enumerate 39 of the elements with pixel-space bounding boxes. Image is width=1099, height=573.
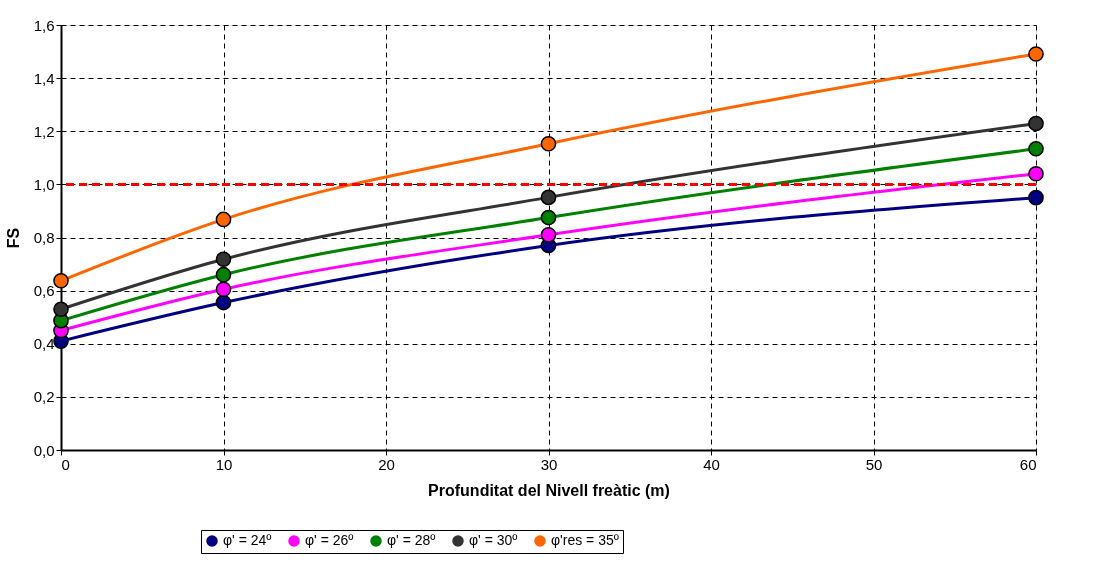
- legend-label: φ'res = 35º: [551, 532, 619, 548]
- x-tick-label: 50: [865, 455, 883, 473]
- legend-label: φ' = 26º: [305, 532, 354, 548]
- y-tick-label: 1,2: [33, 122, 55, 140]
- y-tick-label: 0,6: [33, 282, 55, 300]
- x-tick-label: 0: [61, 455, 70, 473]
- point: [540, 209, 557, 226]
- point: [215, 211, 232, 228]
- y-tick-label: 1,6: [33, 16, 55, 34]
- y-tick-label: 0,0: [33, 441, 55, 459]
- x-tick-label: 10: [215, 455, 233, 473]
- point: [1028, 115, 1044, 132]
- point: [540, 227, 557, 243]
- y-tick-label: 0,4: [33, 335, 55, 353]
- point: [540, 135, 557, 152]
- point: [53, 272, 69, 289]
- point: [1028, 189, 1044, 206]
- point: [215, 251, 232, 268]
- x-tick-label: 60: [1019, 455, 1037, 473]
- x-tick-label: 30: [540, 455, 558, 473]
- legend-label: φ' = 24º: [223, 532, 272, 548]
- point: [1028, 140, 1044, 157]
- y-axis-title: FS: [4, 227, 22, 249]
- x-tick-label: 20: [378, 455, 395, 473]
- point: [215, 266, 232, 283]
- x-tick-label: 40: [703, 455, 720, 473]
- legend-label: φ' = 28º: [387, 532, 436, 548]
- point: [1028, 165, 1044, 182]
- y-tick-label: 1,4: [33, 69, 55, 87]
- x-axis-title: Profunditat del Nivell freàtic (m): [428, 481, 670, 499]
- point: [215, 294, 232, 311]
- point: [215, 281, 232, 298]
- y-tick-label: 1,0: [33, 175, 55, 193]
- y-tick-label: 0,2: [33, 388, 55, 406]
- point: [540, 189, 557, 206]
- legend-label: φ' = 30º: [469, 532, 518, 548]
- point: [53, 301, 69, 318]
- point: [1028, 46, 1044, 62]
- y-tick-label: 0,8: [33, 229, 55, 246]
